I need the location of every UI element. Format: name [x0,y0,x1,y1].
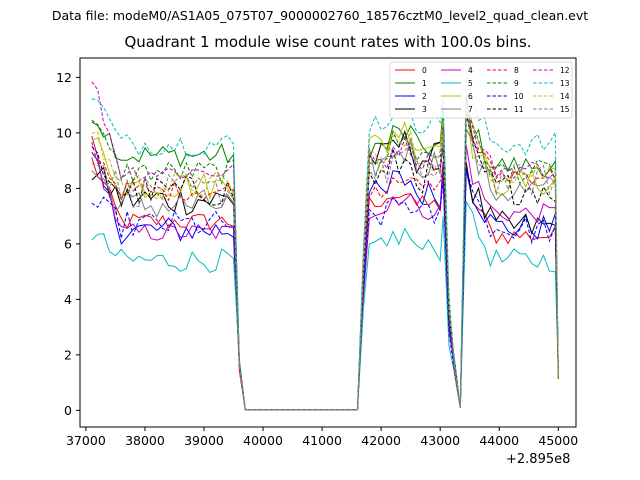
series-line-13 [91,74,559,411]
series-line-11 [91,114,559,411]
legend-label-5: 5 [468,79,473,88]
x-tick-label: 43000 [420,433,460,448]
series-line-5 [91,199,559,411]
series-line-0 [91,157,559,411]
plot-lines [91,74,559,411]
chart-title: Quadrant 1 module wise count rates with … [124,33,532,51]
suptitle: Data file: modeM0/AS1A05_075T07_90000027… [51,8,589,23]
series-line-1 [91,95,559,411]
legend-box [389,61,573,119]
y-tick-label: 8 [64,181,72,196]
x-tick-label: 40000 [243,433,283,448]
series-line-2 [91,152,559,411]
series-line-15 [91,106,559,411]
x-tick-label: 45000 [538,433,578,448]
legend-label-15: 15 [560,105,570,114]
legend-label-2: 2 [422,92,427,101]
legend-label-8: 8 [514,66,519,75]
legend-label-9: 9 [514,79,519,88]
y-tick-label: 4 [64,292,72,307]
legend-label-1: 1 [422,79,427,88]
x-tick-label: 42000 [361,433,401,448]
y-tick-label: 6 [64,236,72,251]
x-tick-label: 37000 [66,433,106,448]
legend-label-6: 6 [468,92,473,101]
legend-label-10: 10 [514,92,524,101]
series-line-12 [91,81,559,411]
x-offset-label: +2.895e8 [506,452,571,467]
legend-label-3: 3 [422,105,427,114]
x-tick-label: 39000 [184,433,224,448]
legend-label-7: 7 [468,105,473,114]
x-tick-label: 38000 [125,433,165,448]
y-tick-label: 2 [64,347,72,362]
legend-label-13: 13 [560,79,570,88]
legend-label-14: 14 [560,92,570,101]
x-tick-label: 44000 [479,433,519,448]
legend-label-12: 12 [560,66,570,75]
legend-label-0: 0 [422,66,427,75]
y-tick-label: 12 [56,70,72,85]
legend-label-4: 4 [468,66,473,75]
legend-label-11: 11 [514,105,524,114]
x-axis: 37000 38000 39000 40000 41000 42000 43000 44000… [66,427,578,448]
y-tick-label: 10 [56,125,72,140]
y-tick-label: 0 [64,403,72,418]
plot-frame [79,57,577,428]
x-tick-label: 41000 [302,433,342,448]
y-axis: 0 2 4 6 8 10 12 [56,70,80,418]
